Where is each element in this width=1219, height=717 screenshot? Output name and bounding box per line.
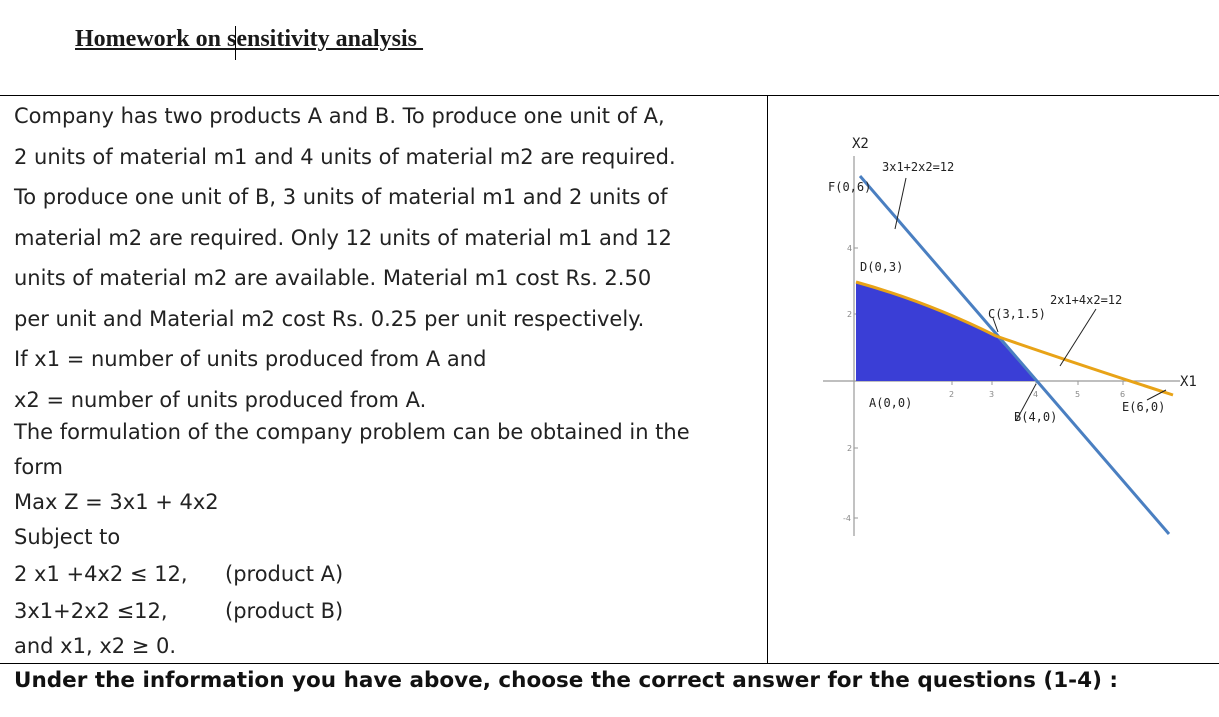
text-cursor: [235, 26, 236, 60]
questions-instruction: Under the information you have above, ch…: [14, 668, 1118, 693]
x-tick-label: 6: [1120, 390, 1125, 399]
y-tick-label: 2: [847, 310, 852, 319]
label-pointer-line-e: [1146, 389, 1167, 401]
table-bottom-border: [0, 663, 1219, 664]
y-axis-label: X2: [852, 136, 869, 152]
constraint-line-3x1-2x2: [858, 175, 1171, 535]
point-b-label: B(4,0): [1014, 410, 1057, 424]
formulation-intro-continued: form: [14, 455, 63, 479]
label-pointer-line-1: [894, 177, 907, 230]
paragraph-line: If x1 = number of units produced from A …: [14, 347, 487, 371]
x-tick-label: 3: [989, 390, 994, 399]
paragraph-line: Company has two products A and B. To pro…: [14, 104, 665, 128]
paragraph-line: x2 = number of units produced from A.: [14, 387, 427, 412]
point-d-label: D(0,3): [860, 260, 903, 274]
point-a-label: A(0,0): [869, 396, 912, 410]
problem-statement-cell: Company has two products A and B. To pro…: [14, 96, 759, 658]
constraint-1: 2 x1 +4x2 ≤ 12,: [14, 562, 188, 586]
formulation-intro: The formulation of the company problem c…: [14, 420, 690, 444]
paragraph-line: units of material m2 are available. Mate…: [14, 266, 652, 290]
line-2-label: 2x1+4x2=12: [1050, 293, 1122, 307]
table-column-divider: [767, 95, 768, 664]
feasible-region-graph: X2 X1 3x1+2x2=12 2x1+4x2=12 F(0,6) D(0,3…: [823, 136, 1197, 536]
feasible-region: [856, 282, 1036, 381]
paragraph-line: To produce one unit of B, 3 units of mat…: [14, 185, 668, 209]
x-axis-label: X1: [1180, 374, 1197, 390]
point-f-label: F(0,6): [828, 180, 871, 194]
document-title: Homework on sensitivity analysis: [75, 26, 424, 52]
constraint-1-note: (product A): [225, 562, 344, 586]
paragraph-line: material m2 are required. Only 12 units …: [14, 225, 672, 250]
x-tick-label: 4: [1033, 390, 1038, 399]
point-c-label: C(3,1.5): [988, 307, 1046, 321]
table-top-border: [0, 95, 1219, 96]
point-e-label: E(6,0): [1122, 400, 1165, 414]
axis-ticks: [854, 247, 1124, 519]
line-1-label: 3x1+2x2=12: [882, 160, 954, 174]
label-pointer-line-b: [1015, 383, 1037, 422]
constraint-2: 3x1+2x2 ≤12,: [14, 599, 168, 623]
constraint-line-2x1-4x2: [855, 280, 1174, 397]
label-pointer-line-2: [1059, 308, 1097, 367]
subject-to-label: Subject to: [14, 525, 121, 549]
problem-paragraph: Company has two products A and B. To pro…: [14, 96, 759, 420]
paragraph-line: per unit and Material m2 cost Rs. 0.25 p…: [14, 306, 645, 331]
paragraph-line: 2 units of material m1 and 4 units of ma…: [14, 144, 676, 169]
label-pointer-line-c: [992, 317, 999, 333]
y-tick-label: 4: [847, 244, 852, 253]
y-tick-label: -4: [843, 514, 851, 523]
x-tick-label: 2: [949, 390, 954, 399]
constraint-2-note: (product B): [225, 599, 344, 623]
non-negativity-constraint: and x1, x2 ≥ 0.: [14, 634, 177, 658]
y-tick-label: 2: [847, 444, 852, 453]
x-tick-label: 5: [1075, 390, 1080, 399]
objective-function: Max Z = 3x1 + 4x2: [14, 490, 219, 514]
